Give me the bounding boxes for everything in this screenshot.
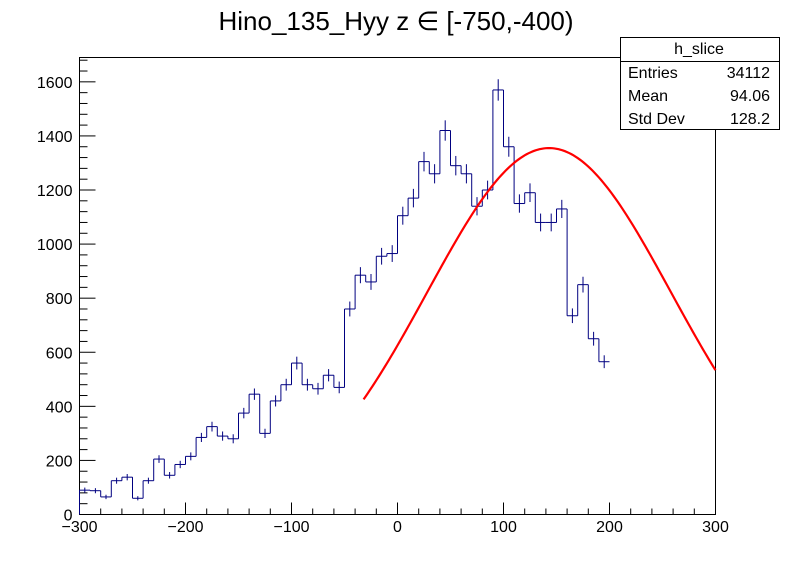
x-tick-label: −300 [61, 519, 97, 536]
gaussian-fit-curve [362, 147, 717, 401]
y-tick-label: 1400 [37, 129, 73, 146]
x-tick-label: 300 [702, 519, 729, 536]
y-tick-label: 600 [46, 345, 73, 362]
stats-stddev-label: Std Dev [628, 111, 685, 128]
x-tick-labels: −300 −200 −100 0 100 200 300 [61, 519, 728, 536]
y-tick-labels: 0 200 400 600 800 1000 1200 1400 1600 [37, 75, 73, 525]
y-tick-label: 1000 [37, 237, 73, 254]
y-tick-label: 400 [46, 399, 73, 416]
stats-box: h_slice Entries 34112 Mean 94.06 Std Dev… [620, 37, 780, 130]
y-tick-label: 1200 [37, 183, 73, 200]
y-tick-label: 200 [46, 453, 73, 470]
chart-title: Hino_135_Hyy z ∈ [-750,-400) [218, 6, 573, 36]
stats-box-frame [620, 37, 780, 130]
stats-stddev-value: 128.2 [730, 111, 770, 128]
fit-curve-layer [362, 147, 717, 401]
stats-entries-value: 34112 [727, 65, 770, 82]
stats-mean-value: 94.06 [730, 88, 770, 105]
axes-ticks [79, 59, 716, 515]
x-tick-label: 200 [596, 519, 623, 536]
stats-entries-label: Entries [628, 65, 678, 82]
x-tick-label: 0 [393, 519, 402, 536]
x-tick-label: 100 [490, 519, 517, 536]
y-tick-label: 800 [46, 291, 73, 308]
y-tick-label: 1600 [37, 75, 73, 92]
x-tick-label: −100 [273, 519, 309, 536]
stats-mean-label: Mean [628, 88, 668, 105]
stats-box-title: h_slice [674, 41, 724, 58]
y-tick-label: 0 [64, 508, 73, 525]
x-tick-label: −200 [167, 519, 203, 536]
error-bars [84, 79, 605, 501]
